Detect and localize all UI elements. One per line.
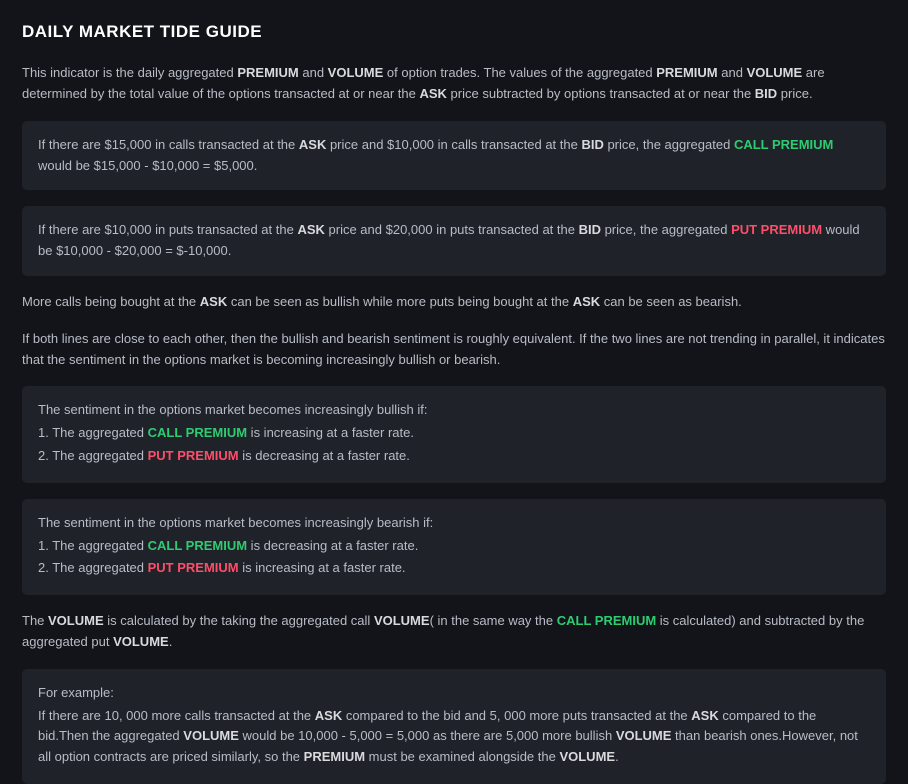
- text: can be seen as bearish.: [600, 294, 742, 309]
- text: The sentiment in the options market beco…: [38, 400, 870, 421]
- bold-ask: ASK: [315, 708, 342, 723]
- text: is increasing at a faster rate.: [247, 425, 414, 440]
- put-premium-label: PUT PREMIUM: [731, 222, 822, 237]
- bearish-box: The sentiment in the options market beco…: [22, 499, 886, 595]
- text: price, the aggregated: [604, 137, 734, 152]
- bold-premium: PREMIUM: [656, 65, 717, 80]
- text: price and $10,000 in calls transacted at…: [326, 137, 581, 152]
- text: would be 10,000 - 5,000 = 5,000 as there…: [239, 728, 616, 743]
- text: More calls being bought at the: [22, 294, 200, 309]
- bold-ask: ASK: [200, 294, 227, 309]
- put-premium-label: PUT PREMIUM: [148, 560, 239, 575]
- text: ( in the same way the: [430, 613, 557, 628]
- text: 2. The aggregated: [38, 560, 148, 575]
- call-premium-label: CALL PREMIUM: [734, 137, 833, 152]
- bold-premium: PREMIUM: [304, 749, 365, 764]
- text: is increasing at a faster rate.: [239, 560, 406, 575]
- bold-ask: ASK: [297, 222, 324, 237]
- text: price, the aggregated: [601, 222, 731, 237]
- paragraph-bullish-bearish: More calls being bought at the ASK can b…: [22, 292, 886, 313]
- text: The sentiment in the options market beco…: [38, 513, 870, 534]
- bold-volume: VOLUME: [113, 634, 169, 649]
- text: If there are $15,000 in calls transacted…: [38, 137, 299, 152]
- text: is decreasing at a faster rate.: [239, 448, 410, 463]
- text: This indicator is the daily aggregated: [22, 65, 237, 80]
- bold-volume: VOLUME: [747, 65, 803, 80]
- text: .: [169, 634, 173, 649]
- bold-volume: VOLUME: [183, 728, 239, 743]
- text: 1. The aggregated: [38, 538, 148, 553]
- text: of option trades. The values of the aggr…: [383, 65, 656, 80]
- text: 1. The aggregated: [38, 425, 148, 440]
- volume-example-box: For example: If there are 10, 000 more c…: [22, 669, 886, 784]
- bold-ask: ASK: [419, 86, 446, 101]
- bold-volume: VOLUME: [328, 65, 384, 80]
- text: .: [615, 749, 619, 764]
- text: price and $20,000 in puts transacted at …: [325, 222, 579, 237]
- text: must be examined alongside the: [365, 749, 559, 764]
- call-premium-label: CALL PREMIUM: [557, 613, 656, 628]
- put-premium-label: PUT PREMIUM: [148, 448, 239, 463]
- call-premium-label: CALL PREMIUM: [148, 538, 247, 553]
- text: price subtracted by options transacted a…: [447, 86, 755, 101]
- text: and: [718, 65, 747, 80]
- bold-ask: ASK: [691, 708, 718, 723]
- text: If there are $10,000 in puts transacted …: [38, 222, 297, 237]
- text: and: [299, 65, 328, 80]
- text: price.: [777, 86, 812, 101]
- example-box-call: If there are $15,000 in calls transacted…: [22, 121, 886, 191]
- bold-bid: BID: [579, 222, 601, 237]
- bullish-box: The sentiment in the options market beco…: [22, 386, 886, 482]
- bold-bid: BID: [755, 86, 777, 101]
- intro-paragraph: This indicator is the daily aggregated P…: [22, 63, 886, 105]
- text: If there are 10, 000 more calls transact…: [38, 708, 315, 723]
- text: would be $15,000 - $10,000 = $5,000.: [38, 158, 257, 173]
- bold-volume: VOLUME: [374, 613, 430, 628]
- text: 2. The aggregated: [38, 448, 148, 463]
- page-title: DAILY MARKET TIDE GUIDE: [22, 18, 886, 45]
- text: is decreasing at a faster rate.: [247, 538, 418, 553]
- bold-volume: VOLUME: [559, 749, 615, 764]
- text: is calculated by the taking the aggregat…: [104, 613, 374, 628]
- text: compared to the bid and 5, 000 more puts…: [342, 708, 691, 723]
- call-premium-label: CALL PREMIUM: [148, 425, 247, 440]
- bold-ask: ASK: [299, 137, 326, 152]
- paragraph-volume: The VOLUME is calculated by the taking t…: [22, 611, 886, 653]
- bold-ask: ASK: [573, 294, 600, 309]
- bold-bid: BID: [581, 137, 603, 152]
- text: can be seen as bullish while more puts b…: [227, 294, 572, 309]
- bold-volume: VOLUME: [616, 728, 672, 743]
- example-box-put: If there are $10,000 in puts transacted …: [22, 206, 886, 276]
- bold-premium: PREMIUM: [237, 65, 298, 80]
- bold-volume: VOLUME: [48, 613, 104, 628]
- text: For example:: [38, 683, 870, 704]
- text: The: [22, 613, 48, 628]
- paragraph-lines: If both lines are close to each other, t…: [22, 329, 886, 371]
